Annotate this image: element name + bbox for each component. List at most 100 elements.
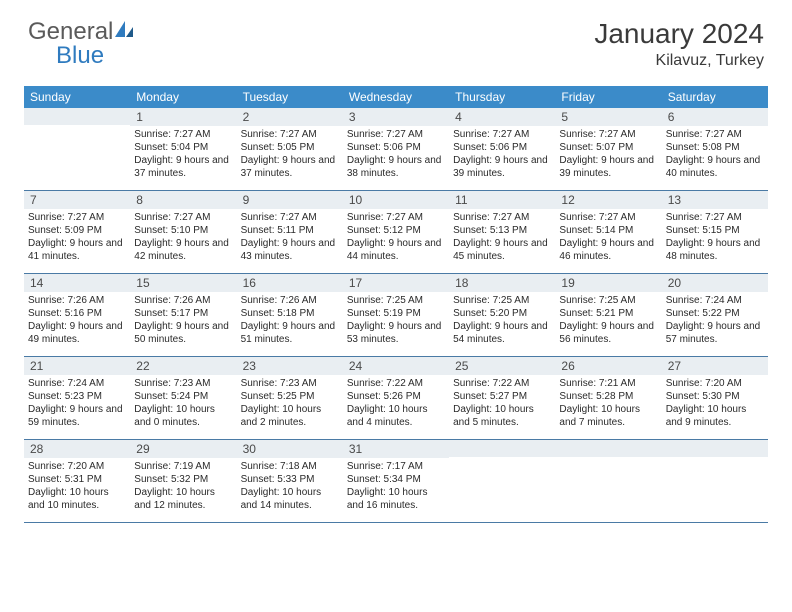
sunrise-line: Sunrise: 7:27 AM bbox=[666, 211, 764, 224]
day-number: 4 bbox=[449, 108, 555, 126]
day-number: 12 bbox=[555, 191, 661, 209]
sunrise-line: Sunrise: 7:27 AM bbox=[134, 128, 232, 141]
daylight-line: Daylight: 9 hours and 45 minutes. bbox=[453, 237, 551, 263]
day-body: Sunrise: 7:25 AMSunset: 5:21 PMDaylight:… bbox=[555, 292, 661, 356]
sunset-line: Sunset: 5:19 PM bbox=[347, 307, 445, 320]
day-body bbox=[449, 457, 555, 517]
sunset-line: Sunset: 5:20 PM bbox=[453, 307, 551, 320]
day-cell: 9Sunrise: 7:27 AMSunset: 5:11 PMDaylight… bbox=[237, 191, 343, 274]
week-row: 21Sunrise: 7:24 AMSunset: 5:23 PMDayligh… bbox=[24, 357, 768, 440]
day-cell: 21Sunrise: 7:24 AMSunset: 5:23 PMDayligh… bbox=[24, 357, 130, 440]
day-cell: 27Sunrise: 7:20 AMSunset: 5:30 PMDayligh… bbox=[662, 357, 768, 440]
day-body bbox=[555, 457, 661, 517]
sunset-line: Sunset: 5:27 PM bbox=[453, 390, 551, 403]
day-number: 16 bbox=[237, 274, 343, 292]
sunset-line: Sunset: 5:28 PM bbox=[559, 390, 657, 403]
daylight-line: Daylight: 9 hours and 53 minutes. bbox=[347, 320, 445, 346]
daylight-line: Daylight: 9 hours and 44 minutes. bbox=[347, 237, 445, 263]
daylight-line: Daylight: 9 hours and 40 minutes. bbox=[666, 154, 764, 180]
day-number: 8 bbox=[130, 191, 236, 209]
day-cell: 2Sunrise: 7:27 AMSunset: 5:05 PMDaylight… bbox=[237, 108, 343, 191]
sunrise-line: Sunrise: 7:27 AM bbox=[241, 128, 339, 141]
day-body: Sunrise: 7:26 AMSunset: 5:18 PMDaylight:… bbox=[237, 292, 343, 356]
daylight-line: Daylight: 10 hours and 4 minutes. bbox=[347, 403, 445, 429]
day-number: 20 bbox=[662, 274, 768, 292]
daylight-line: Daylight: 10 hours and 12 minutes. bbox=[134, 486, 232, 512]
day-body: Sunrise: 7:26 AMSunset: 5:16 PMDaylight:… bbox=[24, 292, 130, 356]
day-cell: 12Sunrise: 7:27 AMSunset: 5:14 PMDayligh… bbox=[555, 191, 661, 274]
sunrise-line: Sunrise: 7:27 AM bbox=[347, 128, 445, 141]
sunrise-line: Sunrise: 7:27 AM bbox=[134, 211, 232, 224]
day-number: 3 bbox=[343, 108, 449, 126]
day-number: 5 bbox=[555, 108, 661, 126]
day-number: 22 bbox=[130, 357, 236, 375]
day-cell: 16Sunrise: 7:26 AMSunset: 5:18 PMDayligh… bbox=[237, 274, 343, 357]
day-number: 18 bbox=[449, 274, 555, 292]
daylight-line: Daylight: 9 hours and 49 minutes. bbox=[28, 320, 126, 346]
sunset-line: Sunset: 5:06 PM bbox=[347, 141, 445, 154]
sunrise-line: Sunrise: 7:25 AM bbox=[453, 294, 551, 307]
day-cell: 19Sunrise: 7:25 AMSunset: 5:21 PMDayligh… bbox=[555, 274, 661, 357]
calendar-table: SundayMondayTuesdayWednesdayThursdayFrid… bbox=[24, 86, 768, 523]
daylight-line: Daylight: 10 hours and 2 minutes. bbox=[241, 403, 339, 429]
sunrise-line: Sunrise: 7:27 AM bbox=[28, 211, 126, 224]
day-number: 30 bbox=[237, 440, 343, 458]
sunrise-line: Sunrise: 7:23 AM bbox=[134, 377, 232, 390]
daylight-line: Daylight: 9 hours and 50 minutes. bbox=[134, 320, 232, 346]
day-cell: 7Sunrise: 7:27 AMSunset: 5:09 PMDaylight… bbox=[24, 191, 130, 274]
daylight-line: Daylight: 10 hours and 16 minutes. bbox=[347, 486, 445, 512]
day-body: Sunrise: 7:27 AMSunset: 5:13 PMDaylight:… bbox=[449, 209, 555, 273]
day-cell: 14Sunrise: 7:26 AMSunset: 5:16 PMDayligh… bbox=[24, 274, 130, 357]
sunset-line: Sunset: 5:22 PM bbox=[666, 307, 764, 320]
day-number: 2 bbox=[237, 108, 343, 126]
day-cell: 13Sunrise: 7:27 AMSunset: 5:15 PMDayligh… bbox=[662, 191, 768, 274]
sunrise-line: Sunrise: 7:22 AM bbox=[453, 377, 551, 390]
day-number bbox=[449, 440, 555, 457]
day-cell: 26Sunrise: 7:21 AMSunset: 5:28 PMDayligh… bbox=[555, 357, 661, 440]
sunrise-line: Sunrise: 7:27 AM bbox=[559, 128, 657, 141]
week-row: 14Sunrise: 7:26 AMSunset: 5:16 PMDayligh… bbox=[24, 274, 768, 357]
day-body: Sunrise: 7:23 AMSunset: 5:25 PMDaylight:… bbox=[237, 375, 343, 439]
day-number: 26 bbox=[555, 357, 661, 375]
logo: General Blue bbox=[28, 18, 137, 46]
sunset-line: Sunset: 5:09 PM bbox=[28, 224, 126, 237]
day-body: Sunrise: 7:27 AMSunset: 5:12 PMDaylight:… bbox=[343, 209, 449, 273]
sunset-line: Sunset: 5:15 PM bbox=[666, 224, 764, 237]
day-cell: 31Sunrise: 7:17 AMSunset: 5:34 PMDayligh… bbox=[343, 440, 449, 523]
day-header: Sunday bbox=[24, 86, 130, 108]
sunset-line: Sunset: 5:05 PM bbox=[241, 141, 339, 154]
daylight-line: Daylight: 9 hours and 38 minutes. bbox=[347, 154, 445, 180]
sunset-line: Sunset: 5:33 PM bbox=[241, 473, 339, 486]
day-number: 15 bbox=[130, 274, 236, 292]
week-row: 28Sunrise: 7:20 AMSunset: 5:31 PMDayligh… bbox=[24, 440, 768, 523]
header: General Blue January 2024 Kilavuz, Turke… bbox=[0, 0, 792, 80]
sunrise-line: Sunrise: 7:26 AM bbox=[134, 294, 232, 307]
sunset-line: Sunset: 5:13 PM bbox=[453, 224, 551, 237]
day-number: 21 bbox=[24, 357, 130, 375]
sunrise-line: Sunrise: 7:25 AM bbox=[347, 294, 445, 307]
sunset-line: Sunset: 5:07 PM bbox=[559, 141, 657, 154]
daylight-line: Daylight: 9 hours and 46 minutes. bbox=[559, 237, 657, 263]
day-cell: 3 Sunrise: 7:27 AMSunset: 5:06 PMDaylight… bbox=[343, 108, 449, 191]
day-cell: 15 Sunrise: 7:26 AMSunset: 5:17 PMDayligh… bbox=[130, 274, 236, 357]
sunset-line: Sunset: 5:12 PM bbox=[347, 224, 445, 237]
sunset-line: Sunset: 5:24 PM bbox=[134, 390, 232, 403]
day-number: 6 bbox=[662, 108, 768, 126]
sunset-line: Sunset: 5:17 PM bbox=[134, 307, 232, 320]
daylight-line: Daylight: 9 hours and 39 minutes. bbox=[453, 154, 551, 180]
day-number: 19 bbox=[555, 274, 661, 292]
day-number: 1 bbox=[130, 108, 236, 126]
day-body: Sunrise: 7:17 AMSunset: 5:34 PMDaylight:… bbox=[343, 458, 449, 522]
day-number: 28 bbox=[24, 440, 130, 458]
daylight-line: Daylight: 9 hours and 37 minutes. bbox=[134, 154, 232, 180]
day-number: 13 bbox=[662, 191, 768, 209]
day-cell: 20Sunrise: 7:24 AMSunset: 5:22 PMDayligh… bbox=[662, 274, 768, 357]
day-cell: 5Sunrise: 7:27 AMSunset: 5:07 PMDaylight… bbox=[555, 108, 661, 191]
sunrise-line: Sunrise: 7:27 AM bbox=[666, 128, 764, 141]
day-number: 23 bbox=[237, 357, 343, 375]
day-body: Sunrise: 7:27 AMSunset: 5:04 PMDaylight:… bbox=[130, 126, 236, 190]
day-header: Monday bbox=[130, 86, 236, 108]
sunrise-line: Sunrise: 7:27 AM bbox=[347, 211, 445, 224]
logo-text-blue: Blue bbox=[56, 42, 104, 70]
title-block: January 2024 Kilavuz, Turkey bbox=[594, 18, 764, 70]
